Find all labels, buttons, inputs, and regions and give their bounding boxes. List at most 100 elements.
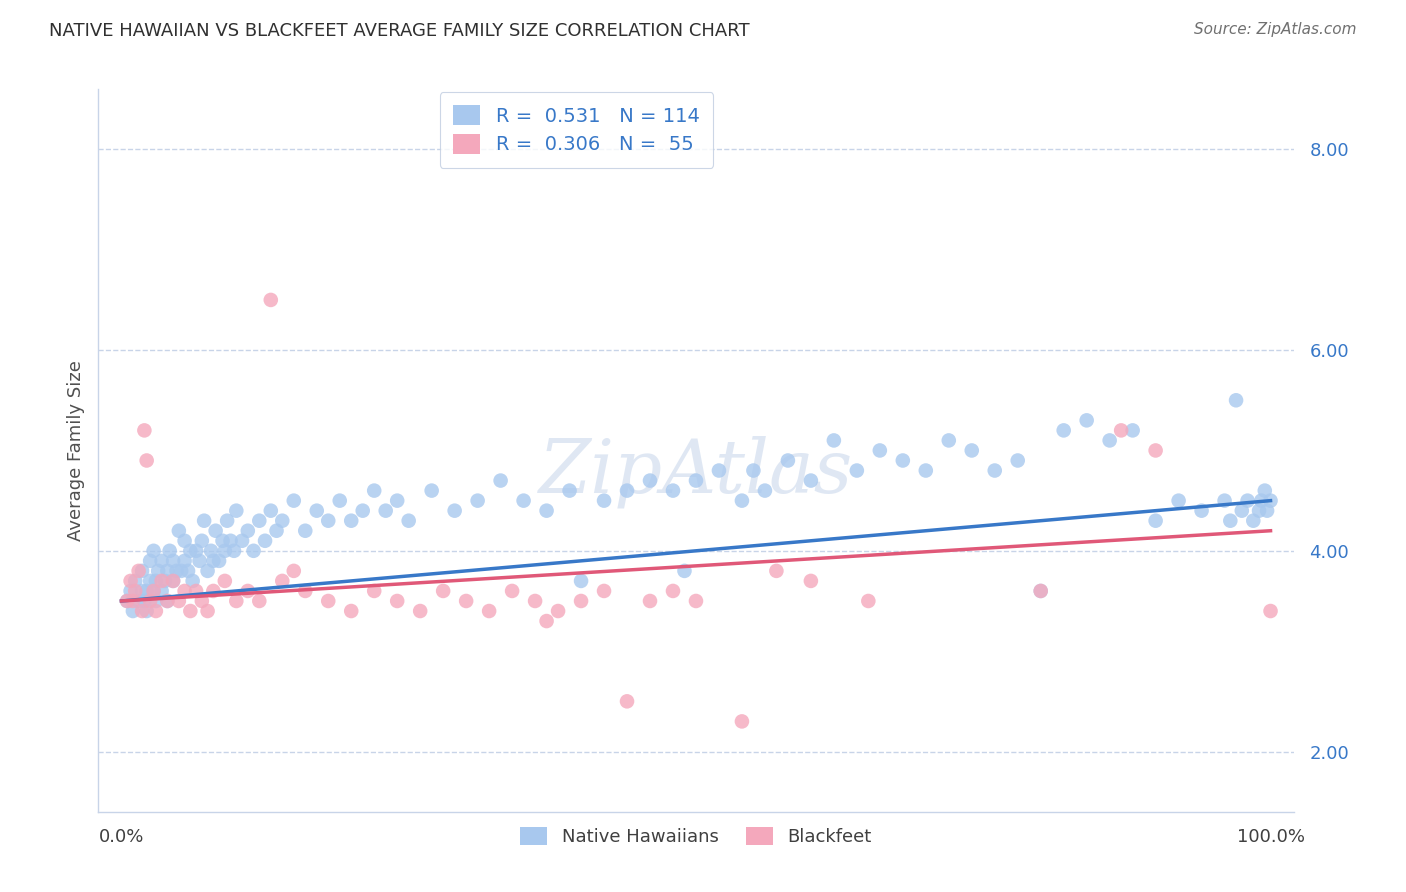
Point: [673, 564, 696, 578]
Point: [707, 464, 730, 478]
Point: [1029, 583, 1052, 598]
Point: [569, 594, 592, 608]
Point: [191, 533, 214, 548]
Point: [536, 614, 558, 628]
Point: [236, 524, 259, 538]
Point: [294, 524, 316, 538]
Point: [1250, 493, 1272, 508]
Point: [984, 464, 1007, 478]
Point: [254, 533, 277, 548]
Point: [616, 483, 638, 498]
Point: [558, 483, 581, 498]
Point: [1076, 413, 1098, 427]
Point: [294, 583, 316, 598]
Point: [283, 493, 305, 508]
Point: [385, 594, 409, 608]
Point: [181, 574, 204, 588]
Point: [398, 514, 420, 528]
Point: [217, 514, 239, 528]
Point: [131, 564, 153, 578]
Point: [142, 583, 165, 598]
Point: [524, 594, 547, 608]
Point: [166, 564, 188, 578]
Point: [638, 474, 661, 488]
Point: [128, 594, 150, 608]
Point: [316, 594, 339, 608]
Point: [1225, 393, 1247, 408]
Point: [1144, 443, 1167, 458]
Point: [162, 554, 184, 568]
Point: [225, 503, 247, 517]
Point: [363, 583, 385, 598]
Point: [1241, 514, 1264, 528]
Point: [173, 583, 195, 598]
Point: [145, 574, 167, 588]
Point: [179, 543, 201, 558]
Point: [202, 554, 225, 568]
Point: [134, 423, 156, 437]
Point: [139, 594, 162, 608]
Point: [329, 493, 352, 508]
Point: [150, 554, 173, 568]
Point: [214, 574, 236, 588]
Point: [765, 564, 787, 578]
Point: [512, 493, 534, 508]
Point: [340, 604, 363, 618]
Point: [145, 604, 167, 618]
Point: [352, 503, 374, 517]
Point: [443, 503, 465, 517]
Point: [467, 493, 489, 508]
Text: NATIVE HAWAIIAN VS BLACKFEET AVERAGE FAMILY SIZE CORRELATION CHART: NATIVE HAWAIIAN VS BLACKFEET AVERAGE FAM…: [49, 22, 749, 40]
Point: [115, 594, 138, 608]
Point: [1256, 503, 1278, 517]
Point: [162, 574, 184, 588]
Point: [662, 583, 685, 598]
Point: [823, 434, 845, 448]
Point: [202, 583, 225, 598]
Point: [135, 453, 157, 467]
Point: [731, 493, 754, 508]
Point: [569, 574, 592, 588]
Point: [122, 594, 145, 608]
Point: [188, 554, 211, 568]
Point: [173, 554, 195, 568]
Point: [236, 583, 259, 598]
Point: [1109, 423, 1132, 437]
Point: [219, 533, 242, 548]
Point: [162, 574, 184, 588]
Point: [800, 474, 823, 488]
Legend: Native Hawaiians, Blackfeet: Native Hawaiians, Blackfeet: [513, 820, 879, 854]
Point: [1260, 604, 1282, 618]
Point: [374, 503, 396, 517]
Point: [340, 514, 363, 528]
Point: [489, 474, 512, 488]
Point: [170, 564, 193, 578]
Point: [167, 594, 190, 608]
Point: [122, 604, 145, 618]
Point: [845, 464, 868, 478]
Point: [305, 503, 328, 517]
Y-axis label: Average Family Size: Average Family Size: [66, 360, 84, 541]
Point: [1053, 423, 1076, 437]
Point: [120, 574, 142, 588]
Point: [124, 583, 146, 598]
Point: [197, 564, 219, 578]
Point: [1007, 453, 1029, 467]
Point: [142, 583, 165, 598]
Point: [225, 594, 247, 608]
Point: [638, 594, 661, 608]
Point: [266, 524, 288, 538]
Point: [685, 474, 707, 488]
Point: [914, 464, 936, 478]
Point: [731, 714, 754, 729]
Point: [135, 583, 157, 598]
Point: [153, 574, 176, 588]
Point: [501, 583, 523, 598]
Point: [1260, 493, 1282, 508]
Point: [200, 543, 222, 558]
Point: [1098, 434, 1121, 448]
Point: [211, 533, 233, 548]
Point: [139, 554, 162, 568]
Point: [938, 434, 960, 448]
Point: [179, 604, 201, 618]
